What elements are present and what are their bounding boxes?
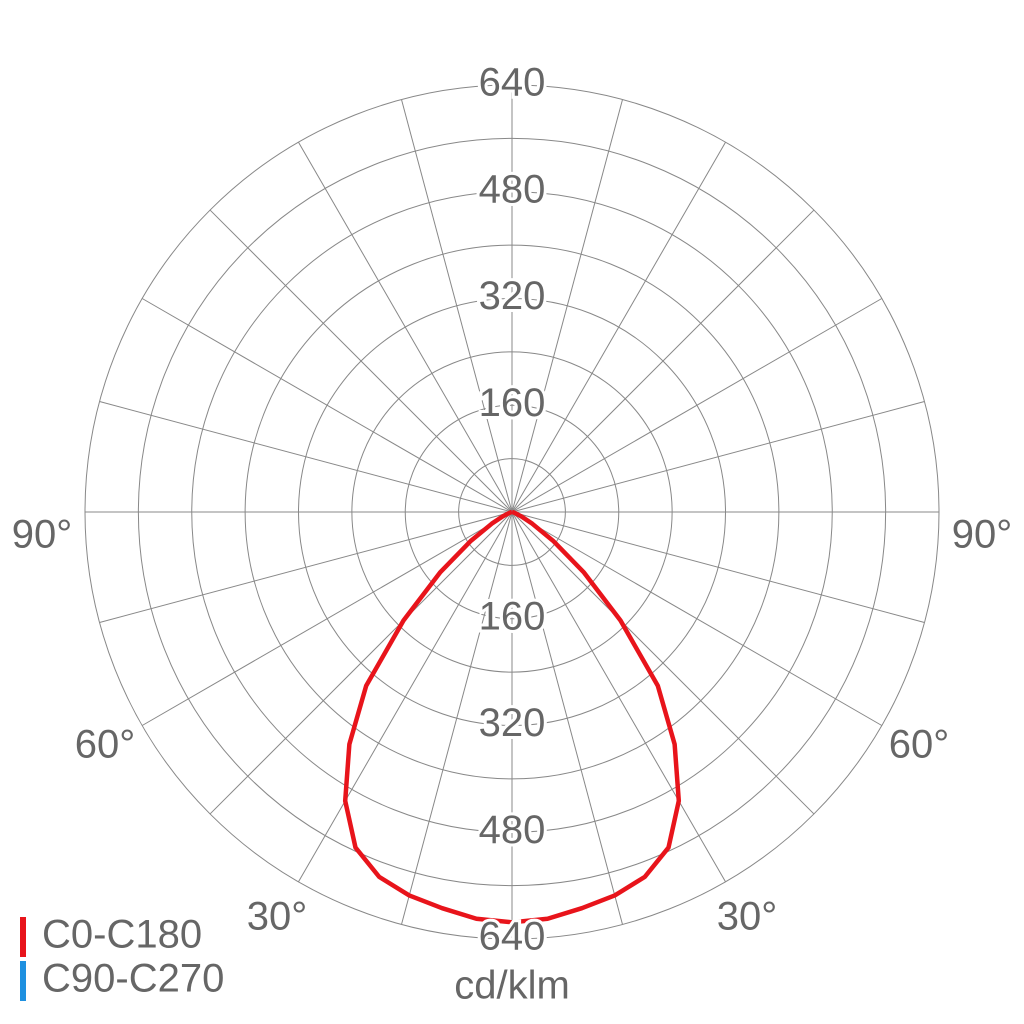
unit-label: cd/klm <box>454 964 570 1008</box>
grid-ring <box>84 84 940 940</box>
legend-label: C90-C270 <box>42 957 224 1001</box>
grid-ring <box>137 137 887 887</box>
r-tick-label: 160 <box>479 594 546 638</box>
grid-ring <box>298 298 726 726</box>
r-tick-label: 320 <box>479 701 546 745</box>
angle-label: 60° <box>75 723 136 767</box>
grid-ring <box>458 458 566 566</box>
legend-swatch <box>20 961 26 1001</box>
r-tick-label: 160 <box>479 381 546 425</box>
angle-label: 30° <box>247 895 308 939</box>
grid-ring <box>351 351 673 673</box>
angle-label: 30° <box>717 895 778 939</box>
r-tick-label: 320 <box>479 274 546 318</box>
r-tick-label: 640 <box>479 61 546 105</box>
r-tick-label: 480 <box>479 167 546 211</box>
grid-ring <box>244 244 780 780</box>
grid-ring <box>404 404 620 620</box>
legend-swatch <box>20 917 26 957</box>
r-tick-label: 480 <box>479 808 546 852</box>
grid-ring <box>191 191 833 833</box>
angle-label: 90° <box>12 513 73 557</box>
r-tick-label: 640 <box>479 915 546 959</box>
angle-label: 90° <box>952 513 1013 557</box>
legend-label: C0-C180 <box>42 913 202 957</box>
angle-label: 60° <box>889 723 950 767</box>
series-curve <box>342 509 682 925</box>
